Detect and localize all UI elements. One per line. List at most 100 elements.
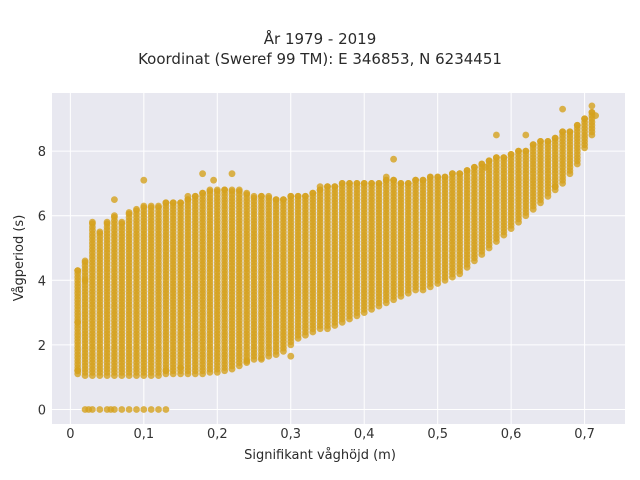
scatter-point: [397, 180, 405, 187]
scatter-point: [522, 147, 530, 155]
scatter-point: [338, 180, 346, 187]
scatter-point: [434, 173, 442, 181]
x-tick-label: 0,6: [501, 427, 522, 442]
plot-area: [52, 93, 625, 424]
scatter-point: [243, 357, 251, 365]
scatter-point: [74, 318, 82, 326]
scatter-point: [103, 218, 111, 226]
x-tick-label: 0,1: [133, 427, 154, 442]
scatter-point: [316, 183, 324, 191]
y-tick-label: 8: [38, 145, 46, 160]
scatter-point: [463, 167, 471, 174]
scatter-point: [111, 406, 118, 413]
scatter-point: [258, 192, 265, 200]
scatter-point: [140, 202, 148, 210]
scatter-point: [544, 138, 552, 145]
scatter-point: [213, 186, 221, 194]
scatter-point: [155, 406, 162, 413]
scatter-point: [118, 406, 126, 413]
scatter-point: [162, 406, 170, 413]
scatter-point: [162, 367, 170, 375]
scatter-points: [74, 102, 599, 413]
scatter-point: [125, 209, 133, 216]
scatter-point: [133, 406, 140, 413]
scatter-point: [147, 406, 155, 413]
scatter-point: [588, 102, 596, 110]
y-tick-label: 4: [38, 274, 46, 289]
scatter-point: [243, 189, 251, 197]
scatter-point: [81, 276, 89, 284]
scatter-point: [125, 406, 133, 413]
scatter-point: [287, 192, 295, 200]
scatter-point: [456, 170, 464, 178]
scatter-point: [515, 147, 522, 155]
scatter-point: [566, 128, 574, 136]
scatter-point: [346, 180, 353, 187]
scatter-point: [482, 163, 489, 171]
x-tick-label: 0: [66, 427, 74, 442]
x-tick-label: 0,5: [427, 427, 448, 442]
scatter-point: [210, 176, 218, 184]
scatter-point: [368, 180, 375, 187]
scatter-point: [390, 176, 397, 184]
x-axis-label: Signifikant våghöjd (m): [244, 448, 396, 463]
scatter-point: [324, 183, 331, 191]
scatter-point: [449, 170, 456, 178]
scatter-point: [111, 212, 118, 220]
scatter-point: [96, 406, 104, 413]
scatter-point: [118, 218, 126, 226]
scatter-point: [177, 199, 185, 207]
scatter-point: [493, 154, 500, 162]
scatter-point: [89, 406, 96, 413]
scatter-point: [177, 364, 185, 371]
scatter-point: [258, 356, 265, 363]
scatter-point: [419, 176, 427, 184]
scatter-point: [265, 192, 273, 200]
scatter-point: [507, 151, 515, 158]
scatter-point: [426, 173, 434, 181]
scatter-point: [592, 112, 599, 119]
y-tick-label: 2: [38, 339, 46, 354]
scatter-point: [81, 257, 89, 265]
scatter-point: [184, 192, 192, 200]
scatter-point: [250, 192, 258, 200]
scatter-point: [235, 186, 243, 194]
y-axis-label: Vågperiod (s): [12, 214, 27, 302]
scatter-point: [96, 228, 104, 236]
scatter-point: [551, 134, 559, 142]
scatter-point: [382, 173, 390, 181]
scatter-point: [302, 192, 309, 200]
scatter-point: [169, 199, 177, 207]
scatter-point: [221, 186, 229, 194]
scatter-point: [522, 131, 530, 139]
scatter-point: [133, 205, 140, 213]
tick-labels: 0 0,1 0,2 0,3 0,4 0,5 0,6 0,7 0 2 4 6 8: [38, 145, 595, 442]
scatter-point: [537, 138, 544, 145]
scatter-point: [353, 180, 361, 187]
scatter-point: [500, 154, 508, 162]
scatter-point: [199, 189, 207, 197]
scatter-point: [529, 141, 537, 149]
scatter-point: [573, 121, 581, 129]
scatter-point: [581, 115, 588, 123]
scatter-point: [331, 183, 339, 191]
scatter-point: [111, 196, 118, 204]
x-tick-label: 0,3: [280, 427, 301, 442]
scatter-point: [74, 267, 82, 274]
scatter-point: [441, 173, 449, 181]
scatter-point: [272, 196, 280, 204]
scatter-point: [155, 202, 162, 210]
scatter-point: [206, 186, 214, 194]
y-tick-label: 6: [38, 210, 46, 225]
x-tick-label: 0,2: [207, 427, 228, 442]
scatter-point: [551, 183, 559, 191]
scatter-point: [294, 192, 302, 200]
scatter-point: [390, 155, 397, 163]
scatter-point: [191, 192, 199, 200]
x-tick-label: 0,7: [574, 427, 595, 442]
scatter-point: [89, 218, 96, 226]
chart-subtitle: Koordinat (Sweref 99 TM): E 346853, N 62…: [138, 50, 502, 68]
scatter-point: [140, 406, 148, 413]
